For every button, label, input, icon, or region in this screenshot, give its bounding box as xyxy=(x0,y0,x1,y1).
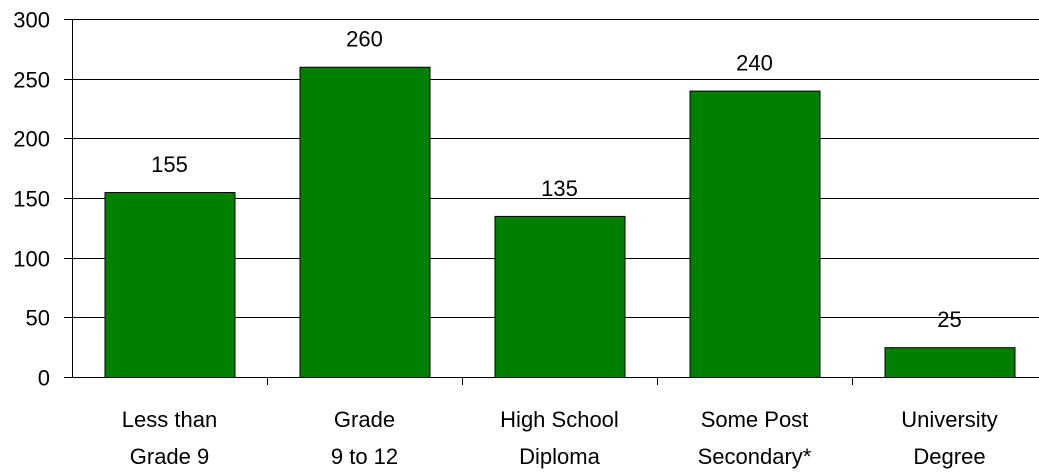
category-label: 9 to 12 xyxy=(331,444,398,469)
bar-0 xyxy=(104,192,236,378)
bars xyxy=(104,66,1016,378)
category-label: Grade xyxy=(334,407,395,432)
bar-1 xyxy=(299,66,431,378)
y-tick-label: 150 xyxy=(13,187,50,212)
category-label: Grade 9 xyxy=(130,444,210,469)
labels: 0 50 100 150 200 250 300 155 Less than Grade 9 260… xyxy=(13,8,998,470)
category-label: Degree xyxy=(913,444,985,469)
bar-2 xyxy=(494,215,626,378)
bar-3 xyxy=(689,90,821,378)
y-tick-label: 300 xyxy=(13,8,50,33)
category-label: Less than xyxy=(122,407,217,432)
y-tick-label: 100 xyxy=(13,247,50,272)
category-label: High School xyxy=(500,407,619,432)
value-label: 135 xyxy=(541,176,578,201)
category-label: Diploma xyxy=(519,444,600,469)
category-label: Some Post xyxy=(701,407,809,432)
category-label: Secondary* xyxy=(698,444,812,469)
category-label: University xyxy=(901,407,998,432)
value-label: 25 xyxy=(937,307,961,332)
bar-4 xyxy=(884,347,1016,378)
y-tick-label: 200 xyxy=(13,127,50,152)
value-label: 260 xyxy=(346,27,383,52)
value-label: 240 xyxy=(736,51,773,76)
value-label: 155 xyxy=(151,152,188,177)
axes xyxy=(64,19,1039,385)
y-tick-label: 50 xyxy=(26,306,50,331)
y-tick-label: 250 xyxy=(13,68,50,93)
y-tick-label: 0 xyxy=(38,366,50,391)
